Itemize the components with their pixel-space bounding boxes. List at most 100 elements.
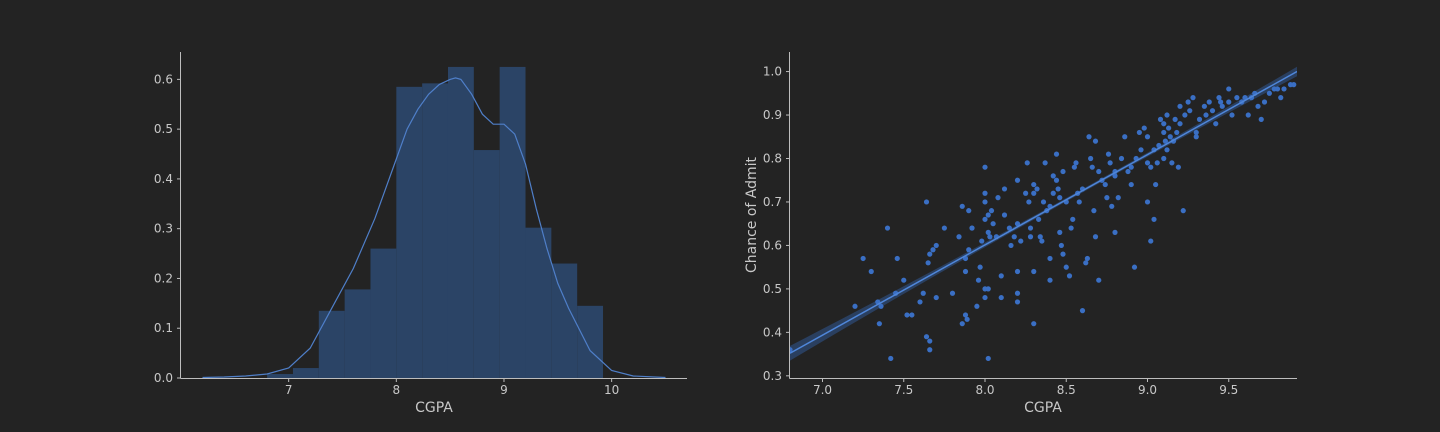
scatter-point xyxy=(998,294,1004,301)
scatter-point xyxy=(1180,208,1186,214)
scatter-point xyxy=(876,321,882,327)
scatter-point xyxy=(1014,268,1021,275)
scatter-point xyxy=(1206,99,1212,105)
scatter-point xyxy=(1153,181,1159,188)
scatter-point xyxy=(1058,242,1064,249)
scatter-point xyxy=(1164,112,1170,118)
scatter-point xyxy=(1036,216,1042,222)
scatter-point xyxy=(1144,134,1151,140)
scatter-point xyxy=(1040,199,1047,205)
scatter-point xyxy=(1182,112,1188,118)
scatter-point xyxy=(1050,173,1056,179)
scatter-point xyxy=(966,208,972,214)
scatter-point xyxy=(923,199,930,205)
scatter-point xyxy=(920,290,926,296)
histogram-bar xyxy=(525,227,552,378)
scatter-point xyxy=(1226,86,1232,92)
scatter-point xyxy=(1258,116,1264,122)
scatter-point xyxy=(966,247,972,253)
histogram-bar xyxy=(551,263,578,378)
scatter-point xyxy=(901,277,907,283)
scatter-point xyxy=(1144,160,1151,166)
scatter-point xyxy=(985,355,991,362)
scatter-point xyxy=(930,247,936,253)
y-tick-label: 0.3 xyxy=(763,369,782,383)
scatter-point xyxy=(1112,229,1118,235)
scatter-point xyxy=(1122,134,1128,140)
scatter-point xyxy=(1148,164,1154,170)
scatter-point xyxy=(1161,121,1167,127)
x-tick-label: 8.0 xyxy=(975,383,994,397)
x-tick-label: 8 xyxy=(392,383,400,397)
scatter-point xyxy=(982,190,988,196)
y-ticks: 0.0 0.1 0.2 0.3 0.4 0.5 0.6 xyxy=(154,72,181,385)
scatter-point xyxy=(1234,95,1240,101)
y-tick-label: 0.6 xyxy=(154,72,173,86)
scatter-point xyxy=(1083,260,1089,266)
scatter-point xyxy=(1057,195,1063,201)
scatter-point xyxy=(1018,238,1024,244)
scatter-point xyxy=(1161,129,1167,136)
scatter-point xyxy=(909,312,915,318)
scatter-point xyxy=(1055,186,1061,192)
scatter-point xyxy=(959,321,965,327)
scatter-point xyxy=(1042,160,1048,166)
scatter-point xyxy=(852,303,858,309)
scatter-point xyxy=(969,225,975,231)
scatter-point xyxy=(790,347,793,353)
scatter-point xyxy=(884,225,891,231)
scatter-point xyxy=(1057,229,1063,235)
scatter-point xyxy=(990,221,996,227)
scatter-point xyxy=(982,164,988,170)
scatter-point xyxy=(975,277,982,283)
scatter-point xyxy=(927,338,933,344)
y-tick-label: 0.2 xyxy=(154,271,173,285)
scatter-point xyxy=(1037,234,1043,240)
scatter-point xyxy=(1193,134,1199,140)
x-tick-label: 9.0 xyxy=(1138,383,1157,397)
x-axis-label: CGPA xyxy=(1024,400,1062,416)
scatter-point xyxy=(1274,86,1281,92)
scatter-point xyxy=(956,234,962,240)
scatter-point xyxy=(1118,155,1125,162)
scatter-point xyxy=(1050,190,1056,196)
scatter-points xyxy=(790,82,1297,362)
scatter-point xyxy=(1105,151,1112,157)
scatter-point xyxy=(1157,116,1164,122)
scatter-point xyxy=(1154,160,1160,166)
scatter-point xyxy=(1024,160,1030,166)
scatter-point xyxy=(1034,186,1040,192)
scatter-point xyxy=(1053,177,1060,183)
y-tick-label: 0.3 xyxy=(154,222,173,236)
scatter-point xyxy=(985,212,991,218)
scatter-point xyxy=(1047,255,1053,262)
scatter-point xyxy=(1219,103,1225,109)
scatter-point xyxy=(1229,112,1235,118)
scatter-point xyxy=(1167,134,1173,140)
y-tick-label: 0.4 xyxy=(154,172,173,186)
scatter-point xyxy=(1026,199,1032,205)
scatter-point xyxy=(904,312,910,318)
scatter-point xyxy=(1138,147,1144,153)
regression-line xyxy=(790,70,1297,354)
scatter-point xyxy=(1162,138,1168,144)
scatter-point xyxy=(1245,112,1251,118)
scatter-chart: 7.0 7.5 8.0 8.5 9.0 9.5 0.3 0.4 0.5 0.6 0.7 0.8 0.9… xyxy=(744,52,1297,416)
histogram-bar xyxy=(577,305,604,378)
x-ticks: 7.0 7.5 8.0 8.5 9.0 9.5 xyxy=(813,378,1238,397)
scatter-point xyxy=(977,264,983,270)
scatter-point xyxy=(1216,95,1222,101)
scatter-point xyxy=(1226,99,1232,105)
scatter-point xyxy=(1027,234,1034,240)
scatter-point xyxy=(941,225,947,231)
scatter-point xyxy=(1071,164,1077,170)
scatter-point xyxy=(1128,164,1134,170)
scatter-point xyxy=(1278,95,1284,101)
scatter-point xyxy=(1027,225,1034,231)
scatter-point xyxy=(1089,164,1095,170)
scatter-point xyxy=(1144,199,1151,205)
scatter-point xyxy=(1001,186,1008,192)
scatter-point xyxy=(1066,273,1073,279)
scatter-point xyxy=(927,347,933,353)
